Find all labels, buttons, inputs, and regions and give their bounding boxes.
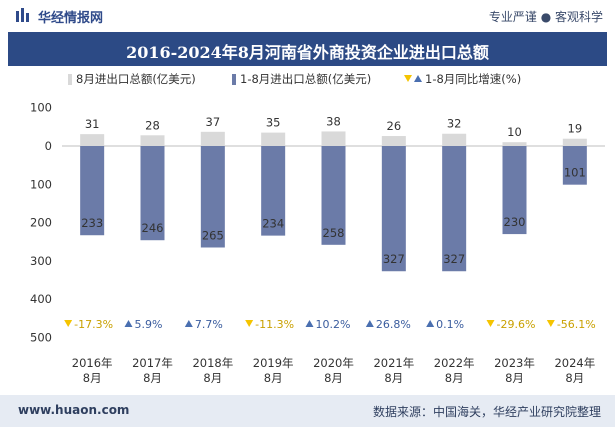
data-label-cumulative: 234 — [262, 217, 284, 231]
x-tick-label: 2021年 8月 — [373, 356, 414, 385]
bar-month — [80, 134, 105, 146]
top-bar: 华经情报网 专业严谨 ● 客观科学 — [0, 0, 615, 30]
data-label-cumulative: 327 — [443, 252, 465, 266]
growth-label: -11.3% — [255, 318, 294, 331]
bar-month — [321, 131, 346, 146]
growth-up-icon — [124, 320, 133, 327]
growth-down-icon — [245, 320, 254, 327]
growth-label: -17.3% — [74, 318, 113, 331]
growth-label: 0.1% — [436, 318, 464, 331]
bar-cumulative — [140, 146, 165, 241]
bar-cumulative — [442, 146, 467, 272]
y-tick-label: 500 — [30, 331, 52, 345]
data-source: 数据来源：中国海关，华经产业研究院整理 — [372, 405, 601, 419]
x-tick-label: 2022年 8月 — [434, 356, 475, 385]
data-label-month: 37 — [206, 115, 221, 129]
bar-cumulative — [381, 146, 406, 272]
data-label-month: 28 — [145, 118, 160, 132]
data-label-month: 35 — [266, 116, 281, 130]
growth-label: 7.7% — [195, 318, 223, 331]
x-tick-label: 2023年 8月 — [494, 356, 535, 385]
y-tick-label: 400 — [30, 292, 52, 306]
title-bar: 2016-2024年8月河南省外商投资企业进出口总额 — [8, 32, 607, 66]
growth-label: -29.6% — [497, 318, 536, 331]
bar-cumulative — [261, 146, 286, 236]
growth-label: 10.2% — [316, 318, 351, 331]
data-label-month: 26 — [387, 119, 402, 133]
bar-month — [381, 136, 406, 146]
data-label-cumulative: 258 — [323, 226, 345, 240]
x-tick-label: 2018年 8月 — [192, 356, 233, 385]
bar-month — [200, 131, 225, 146]
legend-label-month: 8月进出口总额(亿美元) — [76, 72, 196, 86]
x-tick-label: 2019年 8月 — [253, 356, 294, 385]
y-tick-label: 0 — [45, 139, 52, 153]
bar-cumulative — [80, 146, 105, 236]
data-label-cumulative: 327 — [383, 252, 405, 266]
slogan: 专业严谨 ● 客观科学 — [488, 10, 603, 24]
site-url[interactable]: www.huaon.com — [18, 403, 130, 417]
data-label-cumulative: 246 — [142, 221, 164, 235]
chart: 8月进出口总额(亿美元) 1-8月进出口总额(亿美元) 1-8月同比增速(%)100… — [30, 72, 605, 385]
data-label-month: 32 — [447, 117, 462, 131]
growth-up-icon — [184, 320, 193, 327]
legend-marker-up-icon — [414, 75, 422, 82]
legend-label-growth: 1-8月同比增速(%) — [425, 72, 521, 86]
growth-up-icon — [426, 320, 435, 327]
legend-marker-down-icon — [404, 75, 412, 82]
data-label-cumulative: 265 — [202, 228, 224, 242]
x-tick-label: 2024年 8月 — [554, 356, 595, 385]
legend-swatch-cumulative — [232, 74, 236, 85]
data-label-month: 10 — [507, 125, 522, 139]
growth-down-icon — [486, 320, 495, 327]
growth-up-icon — [365, 320, 374, 327]
bar-cumulative — [562, 146, 587, 185]
y-tick-label: 100 — [30, 177, 52, 191]
data-label-month: 31 — [85, 117, 100, 131]
bar-month — [261, 132, 286, 146]
bar-cumulative — [200, 146, 225, 248]
bar-month — [562, 138, 587, 146]
bar-cumulative — [321, 146, 346, 245]
y-tick-label: 300 — [30, 254, 52, 268]
growth-label: 5.9% — [135, 318, 163, 331]
footer: www.huaon.com 数据来源：中国海关，华经产业研究院整理 — [0, 395, 615, 427]
x-tick-label: 2020年 8月 — [313, 356, 354, 385]
growth-down-icon — [546, 320, 555, 327]
bar-month — [140, 135, 165, 146]
bar-cumulative — [502, 146, 527, 235]
data-label-cumulative: 230 — [504, 215, 526, 229]
growth-label: -56.1% — [557, 318, 596, 331]
y-tick-label: 200 — [30, 216, 52, 230]
x-tick-label: 2016年 8月 — [72, 356, 113, 385]
legend-swatch-month — [68, 74, 72, 85]
logo-icon — [16, 8, 29, 22]
data-label-month: 38 — [326, 114, 341, 128]
data-label-cumulative: 101 — [564, 166, 586, 180]
bar-month — [502, 142, 527, 146]
x-tick-label: 2017年 8月 — [132, 356, 173, 385]
data-label-cumulative: 233 — [81, 216, 103, 230]
chart-title: 2016-2024年8月河南省外商投资企业进出口总额 — [126, 43, 489, 62]
y-tick-label: 100 — [30, 101, 52, 115]
growth-label: 26.8% — [376, 318, 411, 331]
growth-up-icon — [305, 320, 314, 327]
legend-label-cumulative: 1-8月进出口总额(亿美元) — [240, 72, 371, 86]
brand-name: 华经情报网 — [38, 11, 104, 26]
growth-down-icon — [64, 320, 73, 327]
data-label-month: 19 — [568, 122, 583, 136]
bar-month — [442, 133, 467, 146]
